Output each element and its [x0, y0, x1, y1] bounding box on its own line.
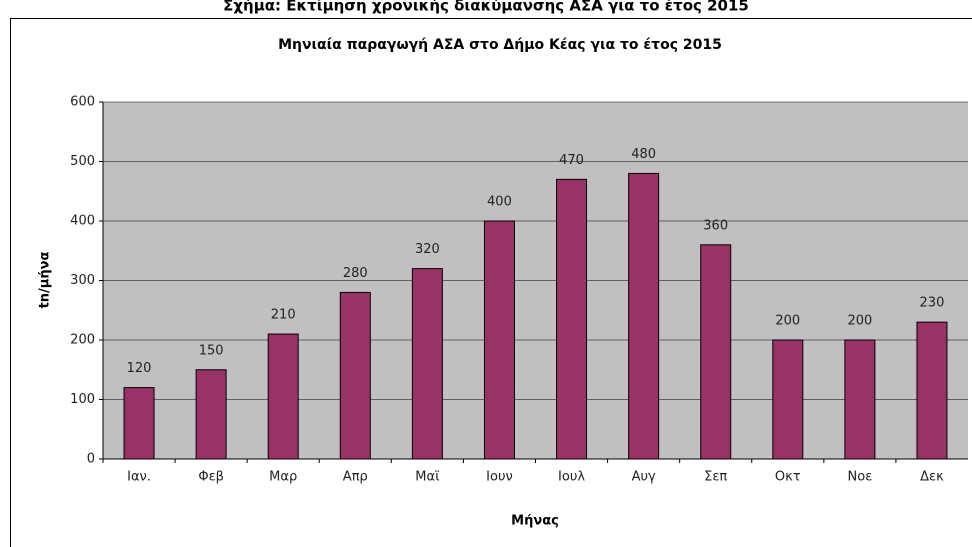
data-label: 280	[343, 266, 368, 281]
data-label: 200	[775, 314, 800, 329]
chart-title: Μηνιαία παραγωγή ΑΣΑ στο Δήμο Κέας για τ…	[278, 37, 722, 53]
bar	[123, 387, 155, 460]
bar	[844, 339, 876, 460]
data-label: 360	[703, 218, 728, 233]
bar	[267, 333, 299, 460]
y-tick-label: 200	[70, 333, 95, 348]
x-tick-label: Ιαν.	[127, 470, 151, 485]
x-tick-label: Σεπ	[704, 470, 727, 485]
bar	[772, 339, 804, 460]
data-label: 120	[127, 361, 152, 376]
bar	[411, 268, 443, 460]
data-label: 200	[847, 314, 872, 329]
bar	[556, 178, 588, 460]
bar	[339, 291, 371, 460]
data-label: 480	[631, 147, 656, 162]
bar	[628, 172, 660, 460]
y-axis-title: tn/μήνα	[38, 252, 53, 309]
data-label: 210	[271, 308, 296, 323]
x-tick-label: Μαϊ	[415, 470, 440, 485]
data-label: 320	[415, 242, 440, 257]
figure-caption: Σχήμα: Εκτίμηση χρονικής διακύμανσης ΑΣΑ…	[223, 0, 749, 15]
y-tick-label: 400	[70, 214, 95, 229]
y-tick-label: 600	[70, 95, 95, 110]
x-tick-label: Δεκ	[920, 470, 944, 485]
data-label: 150	[199, 343, 224, 358]
x-tick-label: Ιουλ	[558, 470, 585, 485]
y-tick-label: 300	[70, 273, 95, 288]
y-tick-label: 100	[70, 392, 95, 407]
x-tick-label: Οκτ	[775, 470, 801, 485]
x-tick-label: Νοε	[848, 470, 873, 485]
x-axis-title: Μήνας	[511, 514, 559, 529]
bar	[483, 220, 515, 460]
bar	[700, 244, 732, 460]
x-tick-label: Ιουν	[486, 470, 513, 485]
data-label: 470	[559, 153, 584, 168]
x-tick-label: Απρ	[343, 470, 368, 485]
data-label: 230	[920, 296, 945, 311]
y-tick-label: 0	[87, 452, 95, 467]
x-tick-label: Αυγ	[632, 470, 656, 485]
bar	[195, 369, 227, 460]
bar	[916, 321, 948, 460]
y-tick-label: 500	[70, 154, 95, 169]
data-label: 400	[487, 195, 512, 210]
x-tick-label: Φεβ	[198, 470, 224, 485]
x-tick-label: Μαρ	[269, 470, 297, 485]
